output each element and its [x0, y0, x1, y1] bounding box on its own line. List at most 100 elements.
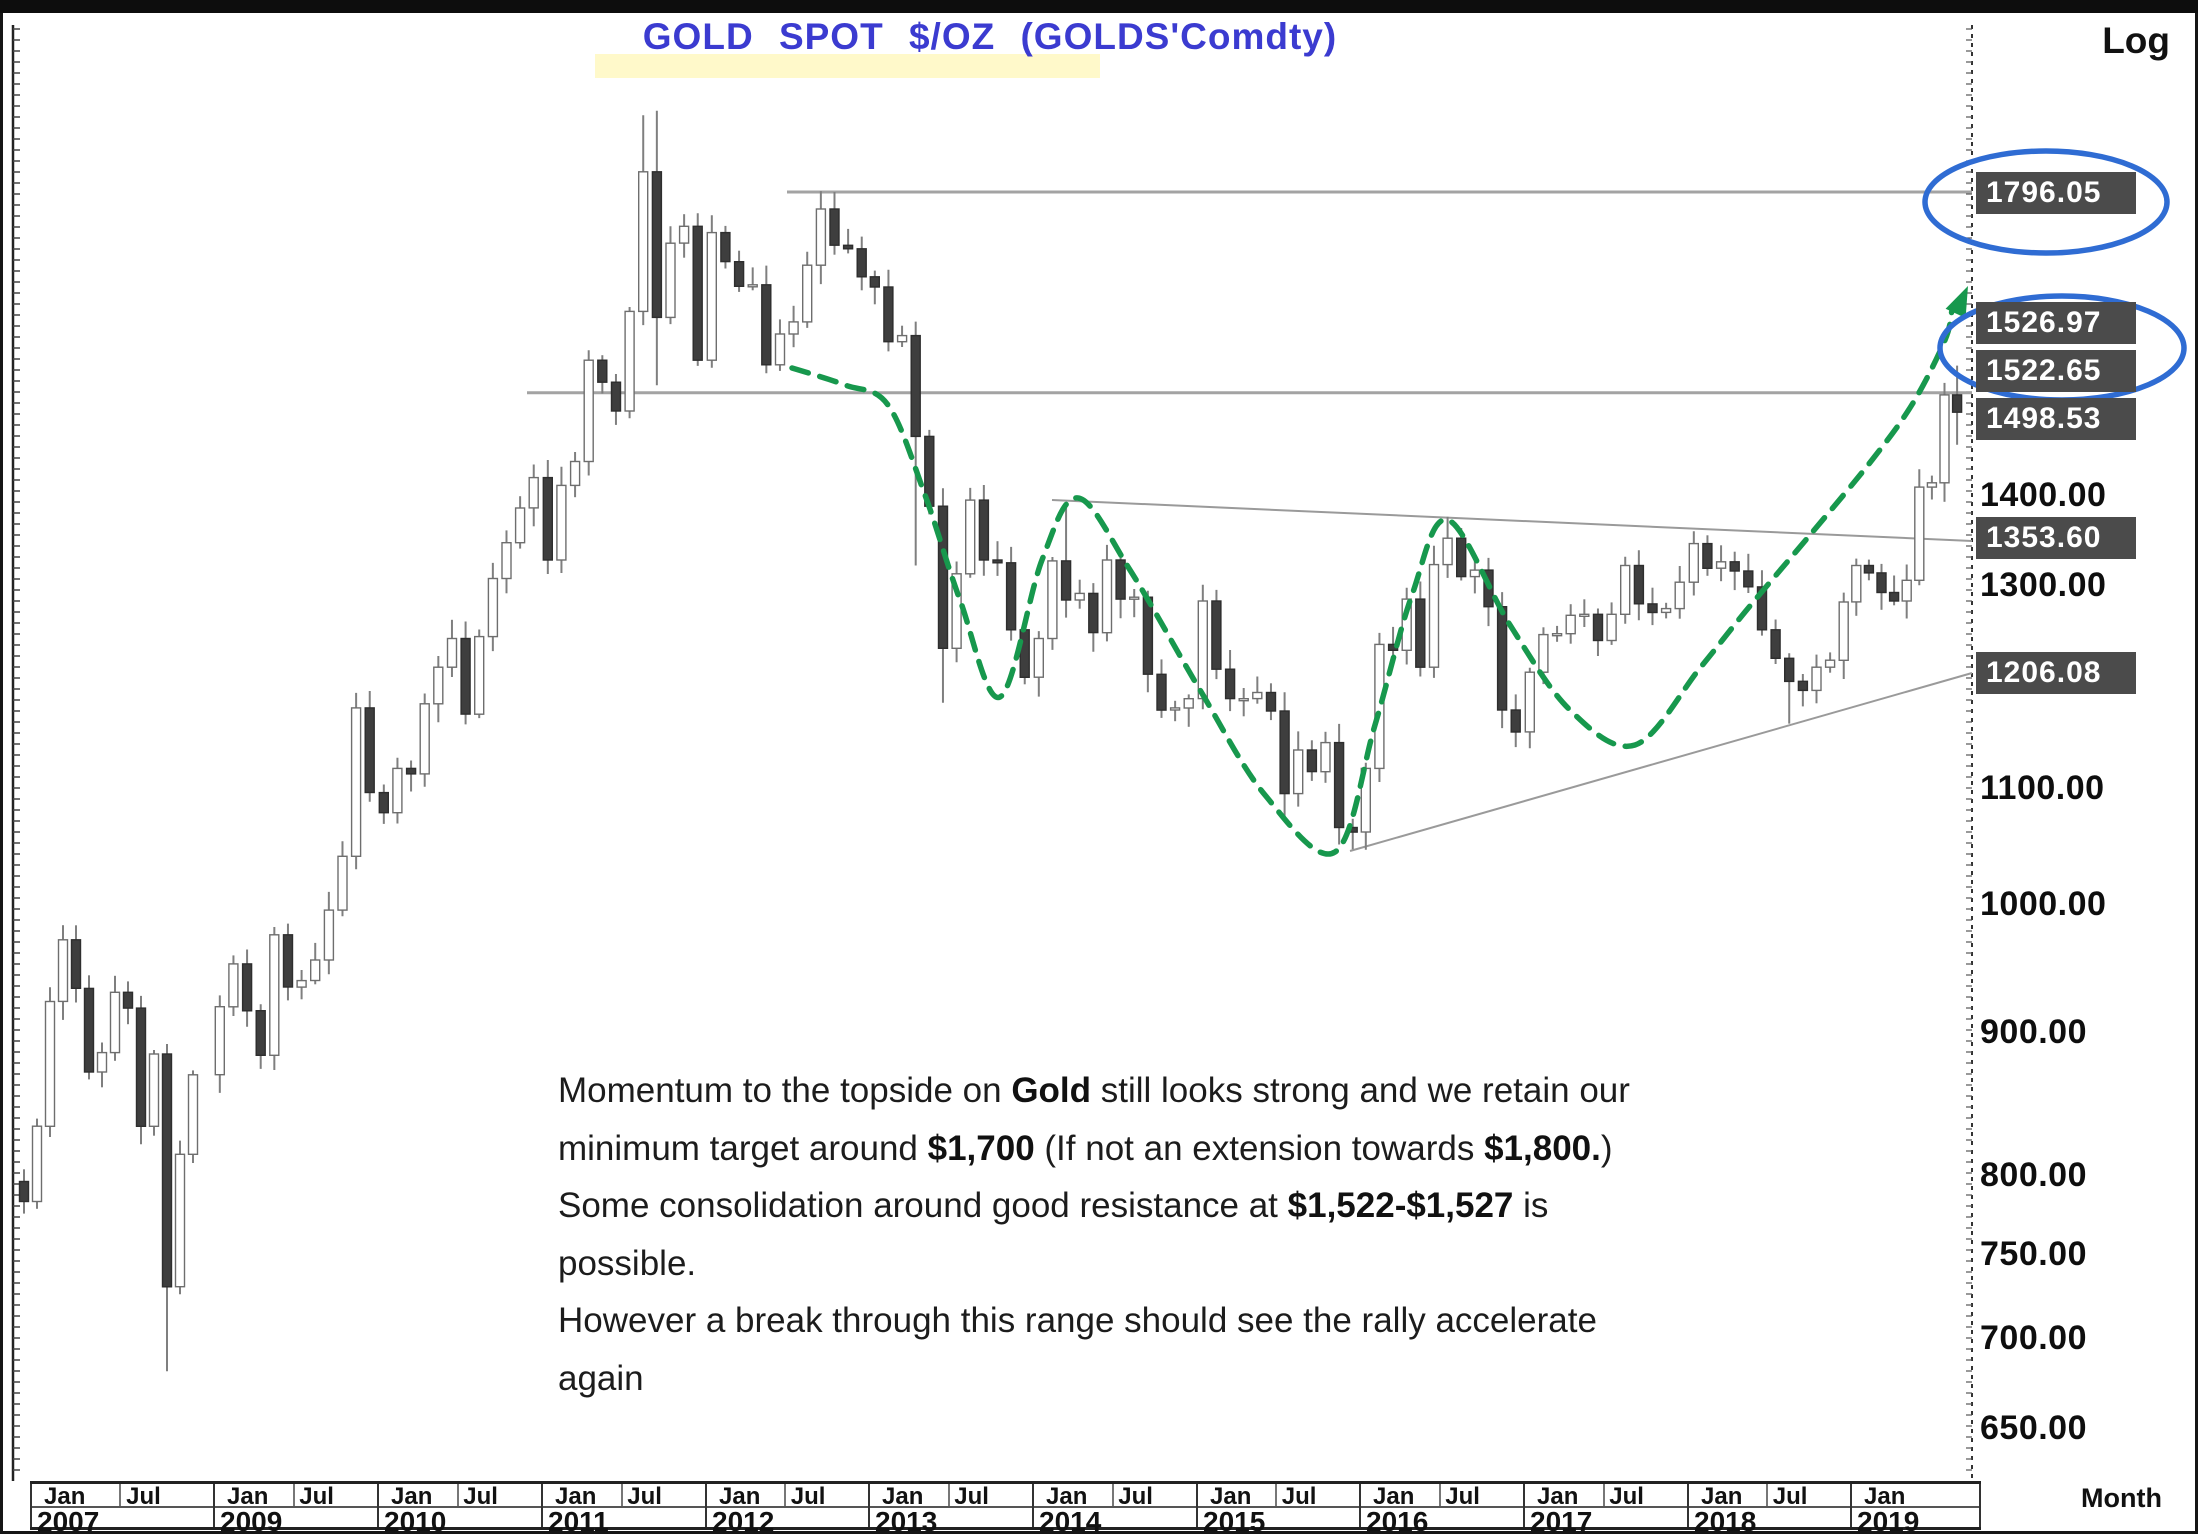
candle [1469, 569, 1481, 578]
month-tick-label: Jan [1210, 1483, 1252, 1510]
year-label: 2007 [37, 1506, 100, 1534]
year-label: 2012 [712, 1506, 775, 1534]
candle [1060, 560, 1072, 601]
candle [1142, 596, 1154, 675]
candle [148, 1053, 160, 1128]
price-tick-1300.00: 1300.00 [1980, 566, 2107, 604]
candle [1783, 657, 1795, 683]
price-tick-750.00: 750.00 [1980, 1234, 2087, 1273]
candle [896, 334, 908, 343]
candle [842, 244, 854, 250]
candle [364, 707, 375, 794]
candle [1901, 579, 1912, 602]
candle [161, 1053, 173, 1288]
price-badge-1353.60: 1353.60 [1976, 517, 2136, 559]
candle [965, 499, 976, 575]
chart-title: GOLD SPOT $/OZ (GOLDS'Comdty) [642, 16, 1338, 57]
candle [1415, 598, 1426, 668]
candle [269, 934, 280, 1056]
candle [1729, 561, 1740, 572]
candle [1074, 592, 1085, 601]
candle [937, 505, 949, 650]
candle [610, 381, 622, 412]
year-label: 2016 [1366, 1506, 1429, 1534]
candle [446, 637, 458, 668]
candle [665, 242, 676, 319]
candle [1442, 537, 1453, 566]
candle [1496, 606, 1508, 711]
year-cell-2011: Jan Jul 2011 [541, 1483, 705, 1534]
candle [1320, 741, 1331, 773]
year-cell-2010: Jan Jul 2010 [377, 1483, 541, 1534]
candle [433, 666, 444, 705]
candle [1926, 482, 1938, 488]
candle [501, 542, 512, 580]
candle [1333, 741, 1345, 829]
candle [1743, 570, 1754, 588]
candle [96, 1051, 108, 1073]
price-tick-650.00: 650.00 [1980, 1408, 2087, 1447]
month-tick-label: Jul [790, 1483, 826, 1510]
month-tick-label: Jul [1281, 1483, 1317, 1510]
price-tick-900.00: 900.00 [1980, 1013, 2087, 1052]
year-cell-2007: Jan Jul 2007 [30, 1483, 213, 1534]
month-tick-label: Jan [391, 1483, 433, 1510]
candle [310, 959, 321, 982]
candle [1279, 710, 1290, 795]
candle [761, 284, 772, 366]
candle [122, 991, 134, 1009]
candle [1005, 562, 1017, 631]
candle [1455, 537, 1467, 578]
price-badge-1796.05: 1796.05 [1976, 172, 2136, 214]
commentary-line: Momentum to the topside on Gold still lo… [558, 1071, 1630, 1110]
candle [1306, 749, 1318, 773]
x-axis-year-table: Jan Jul 2007 Jan Jul 2009 Jan Jul 2010 Jan Jul 2011… [30, 1481, 1981, 1534]
candle [323, 909, 335, 961]
candle [241, 963, 253, 1012]
candle [1510, 709, 1521, 733]
commentary-line: again [558, 1358, 644, 1398]
month-tick-label: Jan [1701, 1483, 1743, 1510]
candle [187, 1074, 199, 1156]
month-tick-label: Jul [954, 1483, 989, 1510]
candle [378, 791, 389, 814]
candle [1715, 561, 1727, 569]
candle [350, 707, 362, 858]
candle [1033, 637, 1045, 678]
price-badge-1498.53: 1498.53 [1976, 398, 2136, 440]
candle [337, 855, 348, 911]
candle [992, 559, 1003, 564]
candle [109, 991, 121, 1054]
month-tick-label: Jan [1046, 1483, 1088, 1510]
candle [57, 939, 69, 1003]
candle [1252, 691, 1263, 700]
price-badge-1206.08: 1206.08 [1976, 652, 2136, 694]
month-tick-label: Jul [1445, 1483, 1480, 1510]
candle [1265, 691, 1277, 712]
candle [18, 1180, 30, 1203]
year-label: 2018 [1694, 1506, 1757, 1534]
candle [70, 939, 82, 989]
candle [1101, 559, 1113, 634]
candle [282, 934, 294, 988]
top-border-bar [0, 0, 2198, 13]
candle [474, 635, 485, 715]
price-badge-1526.97: 1526.97 [1976, 302, 2136, 344]
candle [31, 1125, 43, 1203]
candle [296, 979, 307, 988]
candle [1674, 581, 1685, 610]
month-tick-label: Jan [882, 1483, 924, 1510]
candle [1238, 698, 1249, 702]
month-tick-label: Jul [1772, 1483, 1808, 1510]
candle [542, 476, 553, 561]
candlestick-series [18, 110, 1963, 1372]
year-cell-2019: Jan 2019 [1850, 1483, 1981, 1534]
candle [1183, 698, 1194, 709]
candle [1088, 592, 1099, 634]
year-cell-2018: Jan Jul 2018 [1687, 1483, 1850, 1534]
month-tick-label: Jan [1373, 1483, 1415, 1510]
candle [1851, 564, 1862, 603]
candle [1606, 613, 1617, 642]
candle [1224, 668, 1236, 700]
